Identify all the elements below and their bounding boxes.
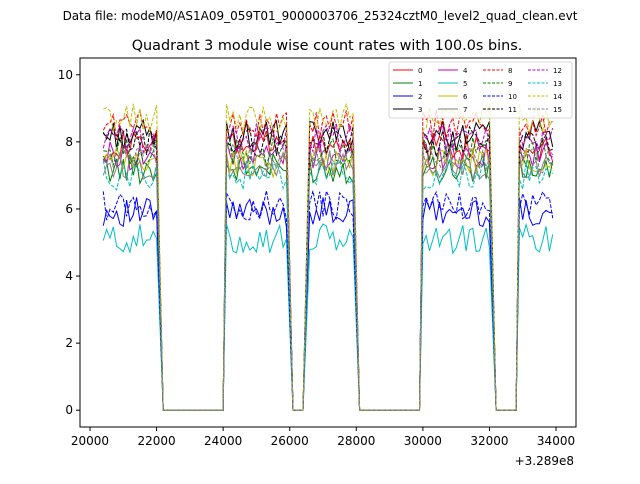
series-line-4 (102, 140, 554, 411)
y-tick-label: 8 (65, 135, 73, 149)
legend-label-0: 0 (418, 67, 422, 75)
y-tick-label: 2 (65, 336, 73, 350)
series-layer (102, 102, 554, 411)
legend-label-7: 7 (463, 106, 467, 114)
y-axis: 0 2 4 6 8 10 (58, 68, 80, 417)
legend-label-11: 11 (508, 106, 517, 114)
y-tick-label: 4 (65, 269, 73, 283)
series-line-6 (102, 146, 554, 411)
x-tick-label: 32000 (470, 434, 508, 448)
series-line-5 (102, 222, 554, 411)
y-tick-label: 0 (65, 403, 73, 417)
legend-label-9: 9 (508, 80, 512, 88)
x-tick-label: 30000 (404, 434, 442, 448)
legend-label-12: 12 (553, 67, 562, 75)
legend-label-5: 5 (463, 80, 467, 88)
series-line-13 (102, 159, 553, 411)
series-line-15 (102, 141, 554, 411)
figure-suptitle: Data file: modeM0/AS1A09_059T01_90000037… (63, 9, 578, 23)
legend-label-14: 14 (553, 93, 562, 101)
legend-label-3: 3 (418, 106, 422, 114)
axes-frame (79, 57, 577, 428)
x-tick-label: 22000 (137, 434, 175, 448)
x-tick-label: 24000 (204, 434, 242, 448)
legend-label-2: 2 (418, 93, 422, 101)
series-line-10 (102, 189, 554, 411)
legend-frame (388, 61, 573, 119)
x-axis: 20000 22000 24000 26000 28000 30000 32000 34000 (71, 427, 575, 448)
x-tick-label: 26000 (271, 434, 309, 448)
series-line-7 (102, 150, 553, 411)
x-tick-label: 28000 (337, 434, 375, 448)
x-offset-label: +3.289e8 (515, 454, 574, 468)
legend-label-6: 6 (463, 93, 468, 101)
x-tick-label: 34000 (537, 434, 575, 448)
x-tick-label: 20000 (71, 434, 109, 448)
y-tick-label: 10 (58, 68, 73, 82)
y-tick-label: 6 (65, 202, 73, 216)
legend-label-8: 8 (508, 67, 512, 75)
legend-label-10: 10 (508, 93, 517, 101)
series-line-12 (102, 123, 554, 411)
chart-title: Quadrant 3 module wise count rates with … (132, 38, 523, 54)
legend-label-1: 1 (418, 80, 422, 88)
series-line-9 (103, 136, 554, 411)
series-line-1 (102, 152, 554, 411)
legend-label-13: 13 (553, 80, 562, 88)
legend-label-15: 15 (553, 106, 562, 114)
legend-label-4: 4 (463, 67, 468, 75)
series-line-3 (102, 118, 554, 411)
